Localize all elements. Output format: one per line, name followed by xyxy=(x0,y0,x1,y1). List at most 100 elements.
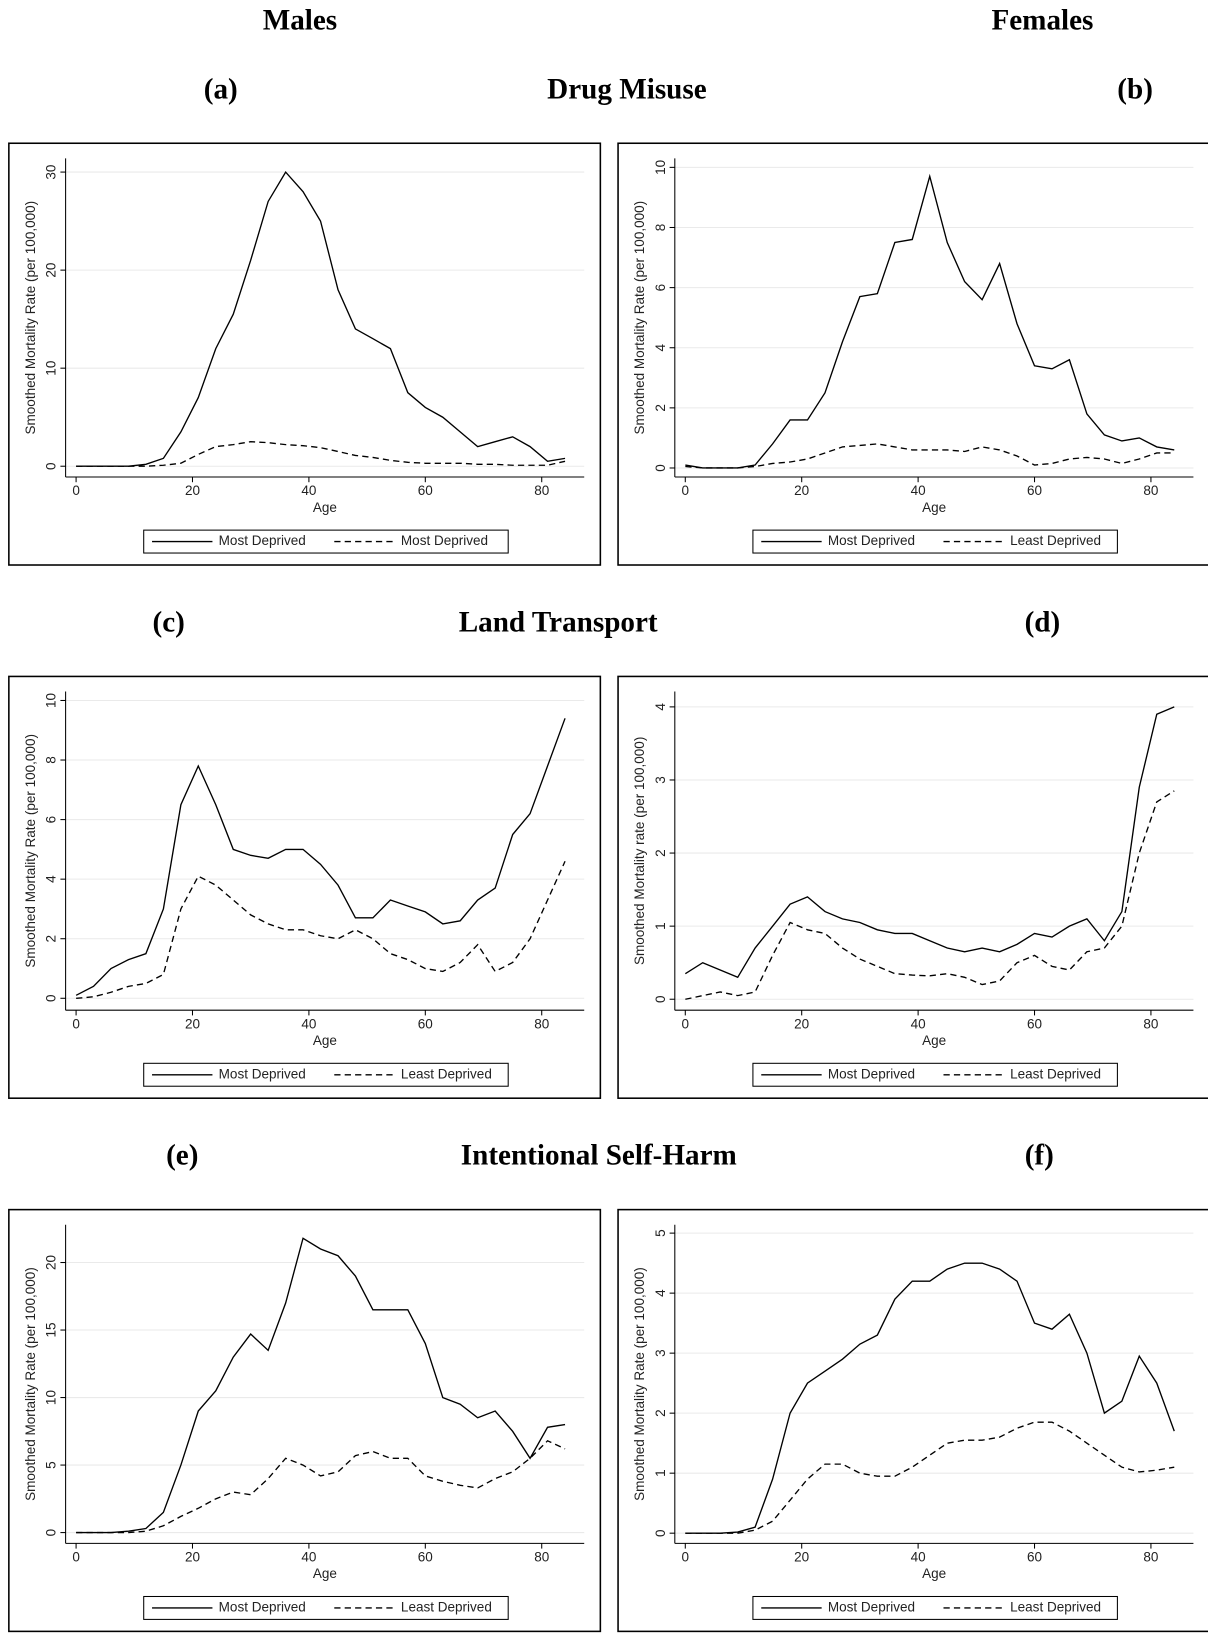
y-tick-label: 8 xyxy=(653,224,668,232)
y-tick-label: 10 xyxy=(44,361,59,376)
y-tick-label: 20 xyxy=(44,263,59,278)
legend-box xyxy=(752,529,1118,554)
row-title: Drug Misuse xyxy=(547,73,707,105)
y-tick-label: 0 xyxy=(653,1529,668,1537)
column-label: Females xyxy=(991,5,1093,37)
y-tick-label: 0 xyxy=(653,464,668,472)
panel-label: (f) xyxy=(1025,1140,1054,1172)
x-tick-label: 20 xyxy=(185,1016,200,1031)
x-axis-label: Age xyxy=(922,1566,946,1581)
x-tick-label: 60 xyxy=(1027,483,1042,498)
x-tick-label: 0 xyxy=(72,1550,80,1565)
x-tick-label: 0 xyxy=(682,483,690,498)
x-tick-label: 80 xyxy=(534,1016,549,1031)
legend-label: Most Deprived xyxy=(828,1600,915,1615)
x-tick-label: 20 xyxy=(185,1550,200,1565)
x-axis-label: Age xyxy=(922,1033,946,1048)
y-axis-label: Smoothed Mortality Rate (per 100,000) xyxy=(23,1267,38,1501)
legend-label: Least Deprived xyxy=(401,1066,492,1081)
y-tick-label: 1 xyxy=(653,922,668,930)
y-tick-label: 6 xyxy=(653,284,668,292)
y-tick-label: 2 xyxy=(653,404,668,412)
series-line xyxy=(76,1237,566,1534)
x-tick-label: 60 xyxy=(1027,1016,1042,1031)
y-tick-label: 0 xyxy=(44,1529,59,1537)
row-title: Land Transport xyxy=(459,607,658,639)
panel: 0 2 4 6 8 10 0 20 40 60 80 Age Smoothed Mortality Ra… xyxy=(8,675,602,1099)
column-label: Males xyxy=(263,5,337,37)
x-tick-label: 60 xyxy=(1027,1550,1042,1565)
panel-frame xyxy=(617,142,1208,566)
y-tick-label: 2 xyxy=(653,849,668,857)
y-tick-label: 5 xyxy=(44,1461,59,1469)
y-tick-label: 8 xyxy=(44,756,59,764)
y-tick-label: 15 xyxy=(44,1323,59,1338)
x-tick-label: 0 xyxy=(72,1016,80,1031)
y-tick-label: 5 xyxy=(653,1229,668,1237)
series-line xyxy=(75,718,566,996)
legend-box xyxy=(752,1062,1118,1087)
legend: Most Deprived Least Deprived xyxy=(752,1062,1118,1087)
x-tick-label: 40 xyxy=(301,1016,316,1031)
series-line xyxy=(685,1262,1175,1534)
y-tick-label: 10 xyxy=(44,693,59,708)
x-tick-label: 20 xyxy=(794,1016,809,1031)
legend-label: Most Deprived xyxy=(828,1066,915,1081)
legend-label: Least Deprived xyxy=(1010,1600,1101,1615)
series-line xyxy=(76,1439,566,1534)
legend-box xyxy=(143,1062,509,1087)
x-axis-label: Age xyxy=(313,1566,337,1581)
panel-label: (e) xyxy=(166,1140,198,1172)
legend: Most Deprived Least Deprived xyxy=(752,1595,1118,1620)
legend: Most Deprived Least Deprived xyxy=(752,529,1118,554)
y-tick-label: 4 xyxy=(653,1289,668,1297)
legend: Most Deprived Most Deprived xyxy=(143,529,509,554)
panel: 0 1 2 3 4 5 0 20 40 60 80 Age Smoothed Mortality Rat… xyxy=(617,1208,1208,1633)
legend-label: Most Deprived xyxy=(401,533,488,548)
y-tick-label: 2 xyxy=(44,935,59,943)
y-tick-label: 10 xyxy=(653,160,668,175)
panel: 0 5 10 15 20 0 20 40 60 80 Age Smoothed Mortality R… xyxy=(8,1208,602,1633)
panel-label: (d) xyxy=(1025,607,1061,639)
legend-label: Most Deprived xyxy=(219,1600,306,1615)
x-tick-label: 80 xyxy=(534,1550,549,1565)
y-tick-label: 10 xyxy=(44,1390,59,1405)
legend-box xyxy=(143,1595,509,1620)
x-tick-label: 0 xyxy=(682,1550,690,1565)
x-tick-label: 20 xyxy=(185,483,200,498)
y-tick-label: 6 xyxy=(44,816,59,824)
y-tick-label: 30 xyxy=(44,165,59,180)
legend-label: Most Deprived xyxy=(219,533,306,548)
legend-box xyxy=(752,1595,1118,1620)
legend-label: Most Deprived xyxy=(828,533,915,548)
x-axis-label: Age xyxy=(313,1033,337,1048)
panel-label: (a) xyxy=(204,73,238,105)
y-axis-label: Smoothed Mortality Rate (per 100,000) xyxy=(23,201,38,435)
y-tick-label: 2 xyxy=(653,1409,668,1417)
x-tick-label: 60 xyxy=(418,483,433,498)
legend: Most Deprived Least Deprived xyxy=(143,1595,509,1620)
y-axis-label: Smoothed Mortality Rate (per 100,000) xyxy=(23,734,38,968)
x-axis-label: Age xyxy=(922,500,946,515)
panel: 0 2 4 6 8 10 0 20 40 60 80 Age Smoothed Mortality Ra… xyxy=(617,142,1208,566)
y-axis-label: Smoothed Mortality rate (per 100,000) xyxy=(632,737,647,965)
x-tick-label: 80 xyxy=(534,483,549,498)
y-tick-label: 4 xyxy=(44,875,59,883)
y-tick-label: 0 xyxy=(653,995,668,1003)
x-tick-label: 0 xyxy=(72,483,80,498)
panel-frame xyxy=(8,1208,602,1633)
panel-frame xyxy=(617,675,1208,1099)
y-tick-label: 4 xyxy=(653,703,668,711)
x-tick-label: 40 xyxy=(911,1550,926,1565)
legend-label: Least Deprived xyxy=(1010,1066,1101,1081)
panel-frame xyxy=(617,1208,1208,1633)
x-axis-label: Age xyxy=(313,500,337,515)
series-line xyxy=(76,861,566,999)
x-tick-label: 40 xyxy=(301,1550,316,1565)
x-tick-label: 60 xyxy=(418,1550,433,1565)
series-line xyxy=(685,173,1175,469)
y-tick-label: 20 xyxy=(44,1255,59,1270)
row-title: Intentional Self-Harm xyxy=(461,1140,737,1172)
